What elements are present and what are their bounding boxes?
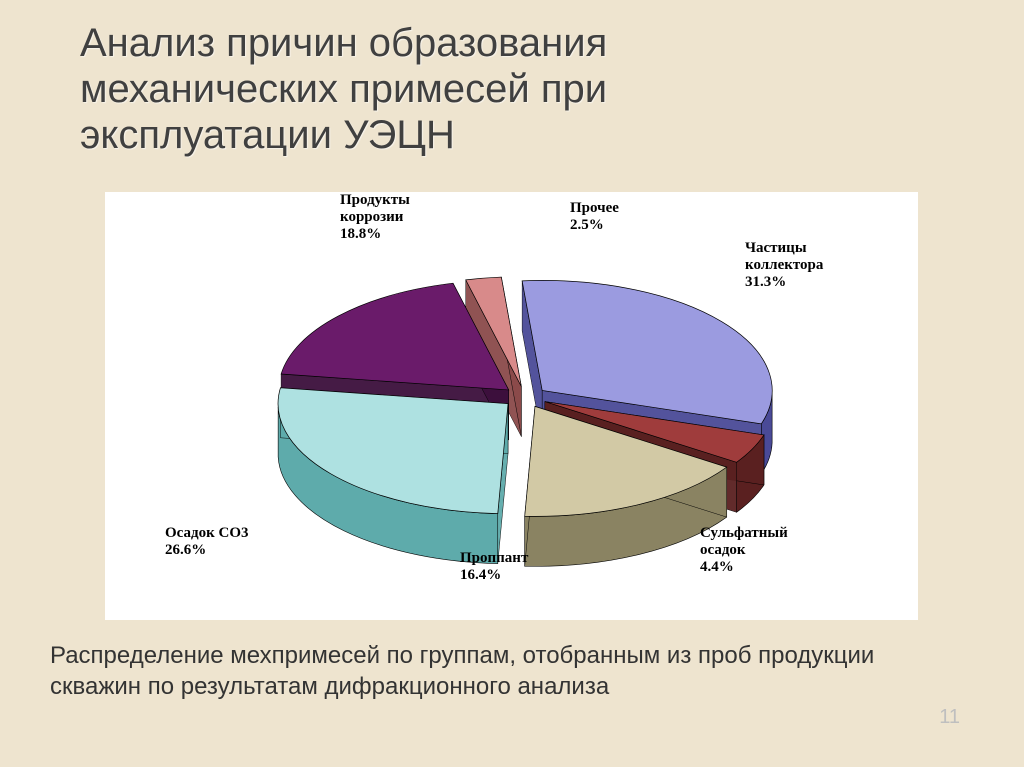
pie-slice-label: Сульфатныйосадок4.4% xyxy=(700,525,788,575)
pie-slice-label: Осадок CO326.6% xyxy=(165,525,249,558)
pie-chart: Частицыколлектора31.3% Сульфатныйосадок4.… xyxy=(105,192,918,620)
slide: Анализ причин образования механических п… xyxy=(0,0,1024,767)
pie-slice-label: Частицыколлектора31.3% xyxy=(745,240,824,290)
slide-title: Анализ причин образования механических п… xyxy=(80,20,964,158)
page-number: 11 xyxy=(939,706,960,729)
pie-slice-label: Продуктыкоррозии18.8% xyxy=(340,192,410,242)
pie-slice-label: Проппант16.4% xyxy=(460,550,529,583)
slide-caption: Распределение мехпримесей по группам, от… xyxy=(50,640,904,702)
pie-slice-label: Прочее2.5% xyxy=(570,200,619,233)
